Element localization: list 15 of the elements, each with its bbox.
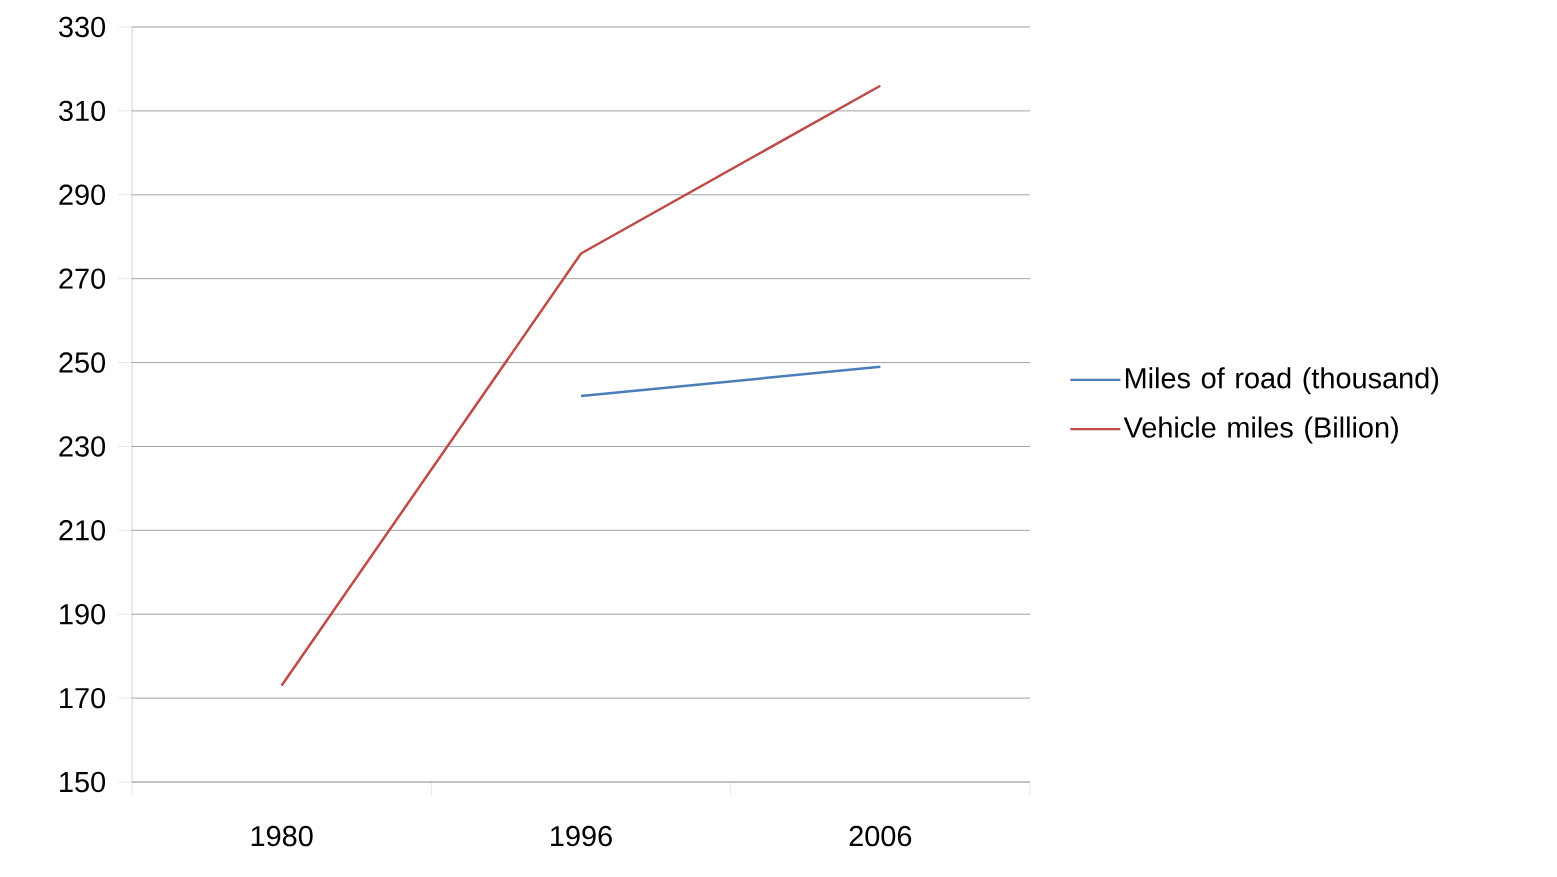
y-tick-label: 250	[59, 352, 106, 373]
y-tick-label: 190	[60, 603, 106, 625]
y-tick-label: 270	[59, 268, 106, 289]
legend-label: Miles of road (thousand)	[1125, 367, 1439, 395]
y-tick-label: 310	[59, 100, 106, 122]
y-tick-label: 230	[59, 436, 106, 457]
y-tick-label: 290	[59, 184, 106, 205]
x-tick-label: 1980	[251, 825, 313, 847]
legend-label: Vehicle miles (Billion)	[1123, 416, 1398, 444]
y-tick-label: 150	[60, 771, 106, 793]
y-tick-label: 330	[59, 16, 106, 38]
y-tick-label: 210	[59, 520, 106, 541]
y-tick-label: 170	[60, 687, 106, 709]
x-tick-label: 1996	[551, 825, 612, 847]
x-tick-label: 2006	[849, 825, 912, 847]
